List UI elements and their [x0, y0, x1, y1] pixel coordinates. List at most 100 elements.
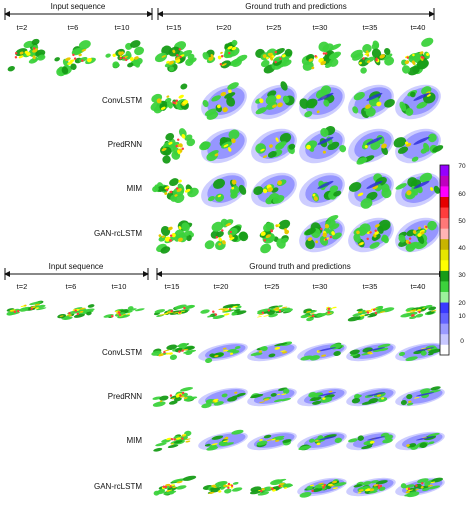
- p1-predrnn-map-0: [160, 128, 196, 164]
- p2-model-label-1: PredRNN: [108, 392, 142, 401]
- colorbar-segment: [440, 312, 449, 324]
- colorbar-tick-0: 0: [460, 338, 464, 345]
- p2-truth-map-4: [347, 305, 395, 322]
- p1-predrnn-map-2: [251, 128, 297, 164]
- p2-predrnn-map-3: [297, 387, 347, 407]
- colorbar-tick-10: 10: [458, 313, 466, 320]
- colorbar-segment: [440, 175, 449, 187]
- colorbar-segment: [440, 217, 449, 229]
- colorbar-segment: [440, 207, 449, 219]
- p1-model-label-1: PredRNN: [108, 140, 142, 149]
- p1-truth-map-4: [350, 40, 395, 74]
- p2-predrnn-map-0: [152, 387, 198, 407]
- p1-mim-map-1: [201, 172, 247, 208]
- p1-convlstm-map-5: [395, 84, 441, 120]
- colorbar: 70 60 50 40 30 20 10 0: [439, 163, 466, 356]
- p2-time-output-3: t=30: [313, 282, 328, 291]
- p2-truth-map-3: [300, 306, 337, 322]
- panel-2-input-header: Input sequence: [4, 262, 149, 280]
- p2-convlstm-map-1: [198, 342, 248, 364]
- p2-gan-rclstm-map-5: [395, 477, 445, 498]
- p2-gan-rclstm-map-4: [346, 477, 396, 497]
- p2-mim-map-0: [153, 430, 192, 452]
- p1-gan-rclstm-map-0: [156, 220, 195, 254]
- p1-truth-map-2: [255, 47, 293, 74]
- p1-truth-map-0: [154, 41, 197, 73]
- colorbar-segment: [440, 281, 449, 292]
- p1-time-output-0: t=15: [167, 23, 182, 32]
- p2-gan-rclstm-map-0: [153, 475, 197, 496]
- colorbar-segment: [440, 302, 449, 314]
- colorbar-segment: [440, 249, 449, 261]
- p1-convlstm-map-4: [348, 84, 395, 120]
- p1-time-input-0: t=2: [17, 23, 28, 32]
- panel-1-output-header: Ground truth and predictions: [157, 2, 435, 20]
- p2-truth-map-0: [153, 304, 196, 317]
- p2-convlstm-map-0: [151, 342, 197, 360]
- p1-mim-map-2: [251, 172, 297, 208]
- colorbar-tick-60: 60: [458, 191, 466, 198]
- p1-model-label-3: GAN-rcLSTM: [94, 229, 142, 238]
- colorbar-segment: [440, 344, 449, 356]
- p2-convlstm-map-4: [346, 342, 396, 362]
- p1-gan-rclstm-map-2: [259, 219, 291, 254]
- p1-predrnn-map-4: [348, 128, 394, 165]
- panel-2-output-header: Ground truth and predictions: [156, 262, 445, 280]
- p1-time-output-4: t=35: [363, 23, 378, 32]
- p2-mim-map-5: [395, 431, 445, 451]
- colorbar-segment: [440, 260, 449, 271]
- colorbar-segment: [440, 228, 449, 240]
- colorbar-segment: [440, 196, 449, 208]
- colorbar-segment: [440, 186, 449, 197]
- p2-predrnn-map-2: [247, 387, 297, 407]
- p1-mim-map-0: [152, 178, 199, 203]
- panel-1-input-header: Input sequence: [4, 2, 153, 20]
- p2-truth-map-1: [200, 303, 247, 320]
- p1-predrnn-map-3: [299, 126, 347, 164]
- p1-mim-map-4: [348, 172, 394, 209]
- p1-time-output-1: t=20: [217, 23, 232, 32]
- p1-convlstm-map-2: [251, 81, 297, 120]
- p1-input-map-2: [105, 40, 145, 69]
- colorbar-tick-40: 40: [458, 245, 466, 252]
- colorbar-segment: [440, 238, 449, 250]
- p2-mim-map-4: [346, 431, 396, 451]
- p1-gan-rclstm-map-3: [299, 214, 345, 253]
- p2-gan-rclstm-map-3: [297, 477, 347, 498]
- p1-convlstm-map-1: [201, 82, 247, 120]
- p2-mim-map-3: [297, 431, 347, 451]
- colorbar-segment: [440, 333, 449, 345]
- p2-time-input-0: t=2: [17, 282, 28, 291]
- p2-convlstm-map-2: [247, 341, 297, 362]
- p1-gan-rclstm-map-5: [395, 217, 441, 253]
- p2-input-map-1: [57, 304, 95, 320]
- p1-truth-map-3: [301, 41, 342, 71]
- p2-time-output-1: t=20: [214, 282, 229, 291]
- p2-input-map-0: [6, 300, 47, 316]
- p2-time-output-2: t=25: [265, 282, 280, 291]
- colorbar-segment: [440, 270, 449, 282]
- p2-gan-rclstm-map-2: [249, 478, 294, 496]
- p2-model-label-3: GAN-rcLSTM: [94, 482, 142, 491]
- p1-truth-map-1: [202, 39, 248, 69]
- p2-time-input-1: t=6: [66, 282, 77, 291]
- p1-truth-map-5: [401, 37, 434, 76]
- colorbar-tick-20: 20: [458, 300, 466, 307]
- p1-time-output-3: t=30: [313, 23, 328, 32]
- p2-time-input-2: t=10: [112, 282, 127, 291]
- panel-2-input-label: Input sequence: [49, 262, 104, 271]
- p2-predrnn-map-5: [395, 386, 445, 407]
- p2-convlstm-map-5: [395, 342, 445, 362]
- p1-gan-rclstm-map-4: [348, 217, 394, 253]
- panel-2-output-label: Ground truth and predictions: [249, 262, 350, 271]
- p2-input-map-2: [103, 306, 145, 319]
- p2-model-label-2: MIM: [126, 436, 142, 445]
- panel-1-output-label: Ground truth and predictions: [245, 2, 346, 11]
- colorbar-segment: [440, 165, 449, 176]
- p2-convlstm-map-3: [297, 342, 347, 362]
- p1-convlstm-map-0: [150, 83, 189, 114]
- p1-mim-map-3: [299, 172, 345, 208]
- p2-gan-rclstm-map-1: [202, 480, 243, 494]
